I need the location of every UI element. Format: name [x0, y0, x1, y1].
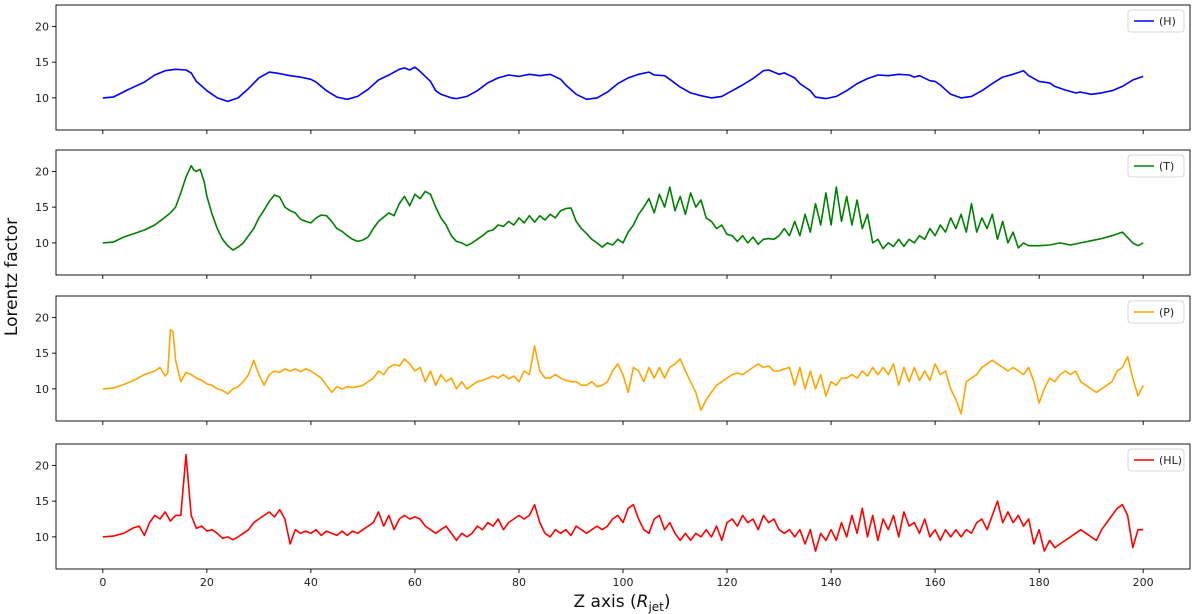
x-axis-label-symbol: R	[637, 592, 649, 612]
y-axis-label: Lorentz factor	[2, 218, 22, 336]
y-tick-label: 15	[35, 56, 49, 69]
x-tick-label: 60	[408, 576, 422, 589]
x-tick-label: 140	[821, 576, 842, 589]
x-tick-label: 80	[512, 576, 526, 589]
panel-1: 10 15 20 (H)	[35, 4, 1191, 134]
series-line-t	[102, 164, 1144, 251]
y-tick-label: 10	[35, 383, 49, 396]
y-tick-label: 20	[35, 165, 49, 178]
legend-label: (T)	[1159, 160, 1174, 173]
y-tick-label: 20	[35, 311, 49, 324]
legend-box	[1127, 300, 1185, 324]
legend-box	[1127, 448, 1185, 472]
y-tick-label: 20	[35, 20, 49, 33]
legend-label: (HL)	[1159, 454, 1182, 467]
x-tick-label: 200	[1133, 576, 1154, 589]
series-line-p	[102, 328, 1144, 415]
x-tick-label: 0	[99, 576, 106, 589]
legend-box	[1127, 9, 1185, 33]
y-tick-label: 10	[35, 237, 49, 250]
y-tick-label: 15	[35, 495, 49, 508]
series-line-hl	[102, 453, 1144, 552]
x-tick-label: 100	[613, 576, 634, 589]
x-axis-label-close: )	[664, 592, 671, 612]
panel-2: 10 15 20 (T)	[35, 149, 1191, 279]
x-axis-label-text: Z axis (	[573, 592, 636, 612]
y-tick-label: 15	[35, 201, 49, 214]
y-tick-label: 15	[35, 347, 49, 360]
x-tick-label: 40	[304, 576, 318, 589]
x-tick-label: 160	[925, 576, 946, 589]
legend-label: (P)	[1159, 306, 1174, 319]
x-tick-label: 120	[717, 576, 738, 589]
x-tick-label: 20	[200, 576, 214, 589]
y-tick-label: 20	[35, 459, 49, 472]
x-axis-label-subscript: jet	[647, 600, 664, 614]
series-line-h	[102, 66, 1144, 103]
x-tick-label: 180	[1029, 576, 1050, 589]
panel-3: 10 15 20 (P)	[35, 295, 1191, 425]
legend-box	[1127, 154, 1185, 178]
y-tick-label: 10	[35, 92, 49, 105]
y-tick-label: 10	[35, 531, 49, 544]
legend-label: (H)	[1159, 15, 1176, 28]
x-axis-label: Z axis (Rjet)	[573, 592, 670, 614]
